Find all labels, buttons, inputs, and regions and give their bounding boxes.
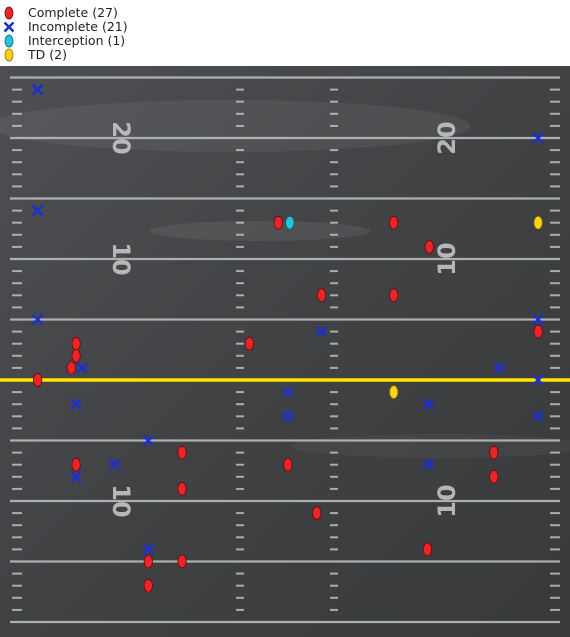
incomplete-marker — [142, 543, 155, 556]
x-stroke — [31, 204, 44, 217]
pass-marker-ellipse — [424, 240, 434, 254]
turf-glare — [0, 100, 470, 152]
x-stroke — [70, 470, 83, 483]
pass-marker-ellipse — [489, 445, 499, 460]
legend-item-interception: Interception (1) — [0, 34, 200, 48]
yard-number-left: 20 — [107, 121, 135, 154]
incomplete-marker — [142, 434, 155, 447]
cyan-ellipse-icon — [4, 34, 14, 48]
pass-marker-ellipse — [143, 554, 153, 569]
pass-marker-ellipse — [33, 373, 43, 387]
x-stroke — [281, 410, 294, 423]
x-stroke — [142, 434, 155, 447]
x-stroke — [142, 543, 155, 556]
yard-numbers: 20 20 10 10 10 10 — [107, 121, 461, 517]
x-stroke — [532, 313, 545, 326]
legend-label-incomplete: Incomplete (21) — [28, 19, 128, 34]
pass-marker-ellipse — [389, 215, 399, 230]
incomplete-marker — [75, 361, 88, 374]
incomplete-marker — [532, 313, 545, 326]
incomplete-marker — [108, 458, 121, 471]
incomplete-marker — [31, 83, 44, 96]
blue-x-icon — [3, 21, 15, 33]
x-stroke — [315, 325, 328, 338]
yellow-ellipse-icon — [4, 48, 14, 62]
yard-number-right: 10 — [433, 242, 461, 275]
pass-marker-ellipse — [389, 385, 399, 399]
legend-label-complete: Complete (27) — [28, 5, 118, 20]
x-stroke — [75, 361, 88, 374]
incomplete-marker — [31, 204, 44, 217]
legend-label-interception: Interception (1) — [28, 33, 126, 48]
pass-marker-ellipse — [71, 348, 81, 363]
pass-marker-ellipse — [71, 457, 81, 472]
turf-glare — [150, 221, 370, 241]
x-stroke — [108, 458, 121, 471]
x-stroke — [31, 83, 44, 96]
incomplete-marker — [422, 398, 435, 411]
incomplete-marker — [31, 313, 44, 326]
football-field-plot: 20 20 10 10 10 10 — [0, 66, 570, 637]
incomplete-marker — [422, 458, 435, 471]
pass-marker-ellipse — [244, 336, 254, 351]
x-stroke — [532, 374, 545, 386]
x-stroke — [422, 398, 435, 411]
legend-item-incomplete: Incomplete (21) — [0, 20, 200, 34]
x-stroke — [422, 458, 435, 471]
legend-label-td: TD (2) — [28, 47, 67, 62]
pass-marker-ellipse — [316, 288, 327, 303]
pass-marker-ellipse — [66, 361, 76, 375]
incomplete-marker — [532, 374, 545, 386]
pass-markers — [31, 83, 545, 593]
x-stroke — [493, 361, 506, 374]
x-stroke — [281, 386, 294, 399]
x-stroke — [70, 398, 83, 411]
pass-marker-ellipse — [283, 457, 293, 472]
incomplete-marker — [315, 325, 328, 338]
incomplete-marker — [70, 398, 83, 411]
pass-marker-ellipse — [489, 469, 499, 484]
incomplete-marker — [70, 470, 83, 483]
pass-marker-ellipse — [273, 215, 283, 230]
pass-marker-ellipse — [285, 215, 295, 230]
legend-item-complete: Complete (27) — [0, 6, 200, 20]
pass-marker-ellipse — [143, 578, 153, 593]
yard-number-right: 10 — [433, 484, 461, 517]
pass-marker-ellipse — [312, 506, 322, 520]
pass-marker-ellipse — [177, 482, 187, 496]
yard-number-left: 10 — [107, 242, 135, 275]
x-stroke — [532, 132, 545, 144]
red-ellipse-icon — [4, 6, 14, 20]
pass-marker-ellipse — [71, 336, 81, 351]
yard-number-right: 20 — [433, 121, 461, 154]
field-background — [0, 66, 570, 637]
incomplete-marker — [532, 410, 545, 423]
incomplete-marker — [281, 410, 294, 423]
pass-marker-ellipse — [177, 445, 187, 460]
yard-number-left: 10 — [107, 484, 135, 517]
pass-marker-ellipse — [389, 288, 399, 303]
legend: Complete (27) Incomplete (21) Intercepti… — [0, 6, 200, 62]
x-stroke — [532, 410, 545, 423]
yard-lines — [10, 76, 560, 624]
incomplete-marker — [281, 386, 294, 399]
pass-marker-ellipse — [533, 324, 543, 339]
pass-marker-ellipse — [177, 554, 187, 569]
x-stroke — [31, 313, 44, 326]
incomplete-marker — [493, 361, 506, 374]
legend-item-td: TD (2) — [0, 48, 200, 62]
pass-marker-ellipse — [533, 215, 543, 230]
pass-marker-ellipse — [422, 542, 433, 557]
incomplete-marker — [532, 132, 545, 144]
